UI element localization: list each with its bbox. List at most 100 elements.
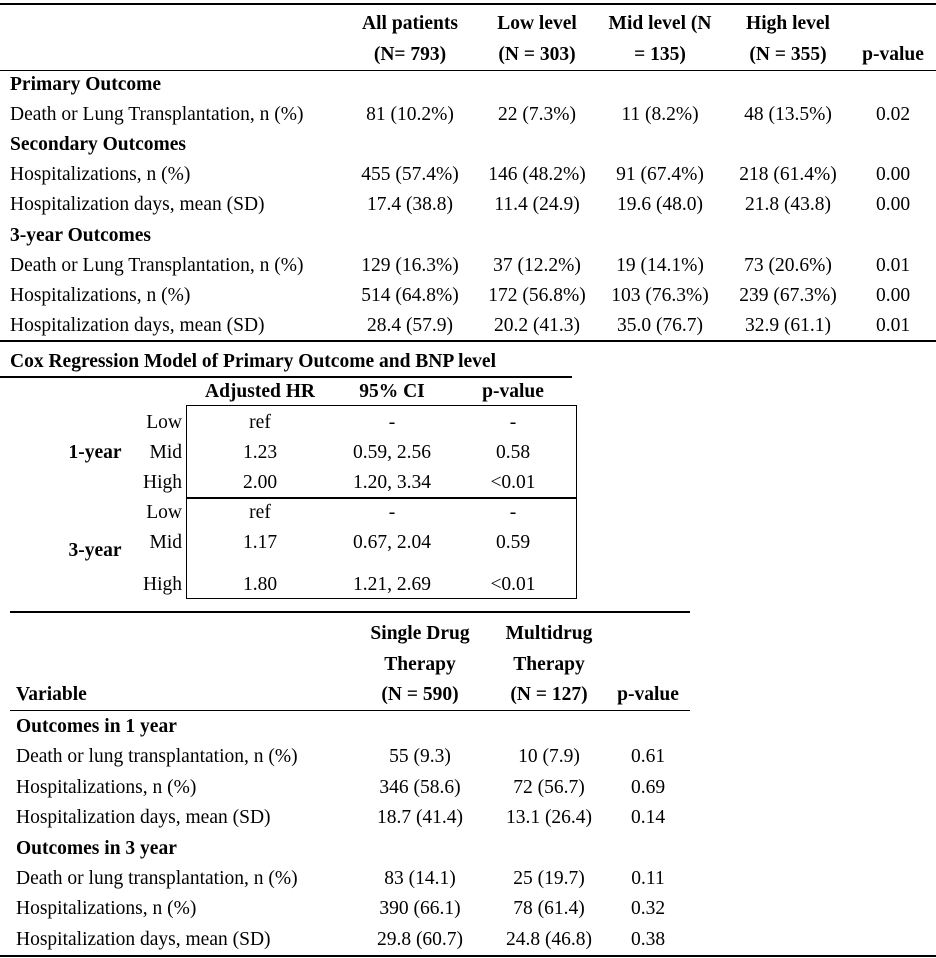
row-label: Hospitalization days, mean (SD) — [16, 928, 271, 950]
cell: 1.23 — [242, 442, 278, 463]
section-title: 3-year Outcomes — [10, 224, 151, 246]
section-title: Secondary Outcomes — [10, 134, 187, 156]
cell: 129 (16.3%) — [361, 254, 459, 276]
level-label: High — [143, 574, 182, 595]
group-label: 1-year — [68, 442, 122, 463]
table-box — [186, 405, 577, 599]
cell: ref — [249, 412, 271, 433]
section-title: Primary Outcome — [10, 74, 162, 95]
cell: 28.4 (57.9) — [366, 314, 454, 336]
cell: 1.21, 2.69 — [353, 574, 431, 595]
row-label: Death or Lung Transplantation, n (%) — [10, 104, 304, 126]
cell: 72 (56.7) — [513, 776, 585, 798]
column-header: p-value — [482, 381, 544, 402]
cell: 0.61 — [630, 746, 666, 768]
row-label: Hospitalization days, mean (SD) — [10, 194, 265, 216]
cell: 218 (61.4%) — [739, 164, 837, 186]
level-label: High — [143, 472, 182, 493]
cell: 514 (64.8%) — [361, 284, 459, 306]
cell: - — [388, 502, 396, 523]
cell: 0.00 — [875, 164, 911, 186]
cell: 25 (19.7) — [513, 868, 585, 889]
column-header: Single Drug — [370, 623, 470, 644]
cell: 239 (67.3%) — [739, 284, 837, 306]
column-header: 95% CI — [359, 381, 425, 402]
cell: 37 (12.2%) — [493, 254, 581, 276]
column-header: p-value — [862, 44, 924, 65]
cell: 346 (58.6) — [379, 776, 461, 798]
rule — [10, 710, 690, 711]
cell: 10 (7.9) — [518, 746, 580, 768]
rule — [0, 955, 936, 957]
row-label: Hospitalizations, n (%) — [16, 776, 197, 798]
cell: 0.11 — [631, 868, 665, 889]
cell: 390 (66.1) — [379, 898, 461, 920]
level-label: Low — [146, 412, 182, 433]
cell: 0.14 — [630, 807, 666, 829]
cell: 73 (20.6%) — [744, 254, 832, 276]
section-title: Outcomes in 3 year — [16, 837, 177, 859]
cell: <0.01 — [490, 472, 536, 493]
row-label: Death or lung transplantation, n (%) — [16, 868, 298, 889]
row-label: Hospitalizations, n (%) — [10, 284, 191, 306]
cell: 19.6 (48.0) — [616, 194, 704, 216]
cell: 48 (13.5%) — [744, 104, 832, 126]
cell: 18.7 (41.4) — [376, 807, 464, 829]
row-label: Hospitalization days, mean (SD) — [16, 807, 271, 829]
rule — [186, 497, 577, 499]
level-label: Low — [146, 502, 182, 523]
cell: - — [509, 412, 517, 433]
cell: 24.8 (46.8) — [505, 928, 593, 950]
cell: 0.38 — [630, 928, 666, 950]
row-label: Hospitalization days, mean (SD) — [10, 314, 265, 336]
column-header: Adjusted HR — [205, 381, 315, 402]
column-header: Therapy — [384, 653, 456, 675]
cell: 2.00 — [242, 472, 278, 493]
cell: 1.20, 3.34 — [353, 472, 431, 493]
row-label: Hospitalizations, n (%) — [10, 164, 191, 186]
cell: 55 (9.3) — [389, 746, 451, 768]
cell: 0.59, 2.56 — [353, 442, 431, 463]
cell: 78 (61.4) — [513, 898, 585, 920]
column-header: Mid level (N — [608, 13, 712, 34]
cell: 0.00 — [875, 194, 911, 216]
column-header: p-value — [617, 684, 679, 705]
cell: 91 (67.4%) — [616, 164, 704, 186]
column-header: All patients — [362, 13, 458, 34]
cell: 17.4 (38.8) — [366, 194, 454, 216]
section-title: Outcomes in 1 year — [16, 716, 177, 737]
cell: 11.4 (24.9) — [494, 194, 580, 216]
row-label: Death or Lung Transplantation, n (%) — [10, 254, 304, 276]
cell: 455 (57.4%) — [361, 164, 459, 186]
cell: 0.59 — [495, 532, 531, 553]
cell: 1.17 — [242, 532, 278, 553]
cell: 29.8 (60.7) — [376, 928, 464, 950]
cell: 146 (48.2%) — [488, 164, 586, 186]
cell: 0.69 — [630, 776, 666, 798]
column-header: (N= 793) — [373, 44, 447, 65]
cell: 83 (14.1) — [384, 868, 456, 889]
cell: - — [509, 502, 517, 523]
cell: <0.01 — [490, 574, 536, 595]
cell: 11 (8.2%) — [621, 104, 699, 126]
column-header: (N = 355) — [749, 44, 827, 65]
cell: 172 (56.8%) — [488, 284, 586, 306]
level-label: Mid — [149, 442, 182, 463]
column-header: Variable — [16, 684, 87, 705]
cell: 81 (10.2%) — [366, 104, 454, 126]
cell: 21.8 (43.8) — [744, 194, 832, 216]
column-header: High level — [746, 13, 830, 34]
cell: 0.67, 2.04 — [353, 532, 431, 553]
cell: 0.32 — [630, 898, 666, 920]
table-title: Cox Regression Model of Primary Outcome … — [10, 351, 496, 372]
cell: 22 (7.3%) — [498, 104, 576, 126]
column-header: = 135) — [634, 44, 686, 65]
rule — [0, 70, 936, 71]
cell: 19 (14.1%) — [616, 254, 704, 276]
column-header: Therapy — [513, 653, 585, 675]
cell: 13.1 (26.4) — [505, 807, 593, 829]
cell: 32.9 (61.1) — [744, 314, 832, 336]
group-label: 3-year — [68, 540, 122, 561]
column-header: Multidrug — [505, 623, 593, 644]
